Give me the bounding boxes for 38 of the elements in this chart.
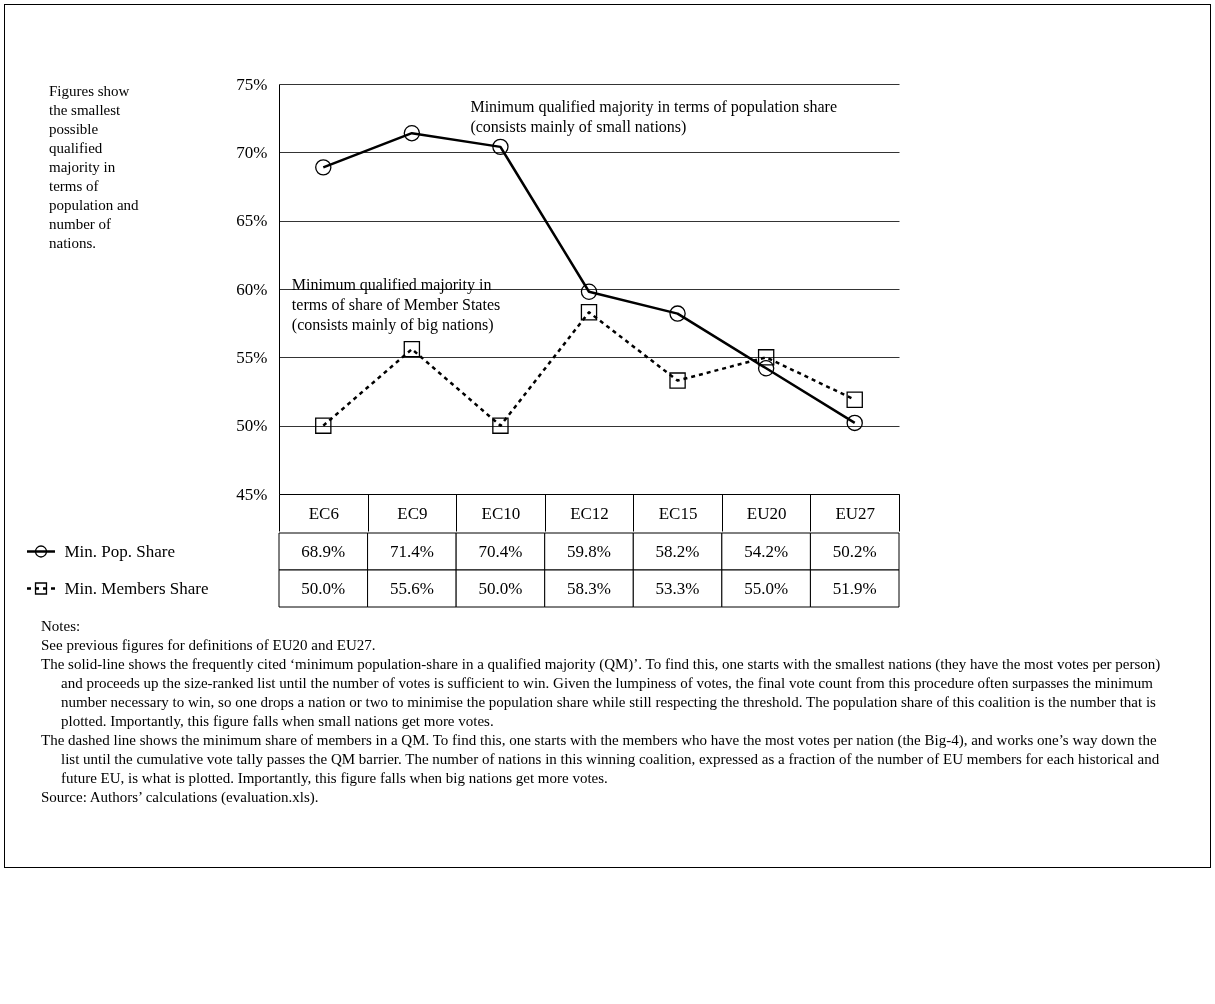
data-label: 58.3% <box>567 578 611 598</box>
text: See previous figures for definitions of EU20 and EU27. <box>41 636 377 655</box>
data-label: 50.0% <box>478 578 523 598</box>
data-label: 50.2% <box>832 541 877 561</box>
legend-label: Min. Members Share <box>64 578 209 598</box>
text: Notes: <box>41 617 82 636</box>
data-label: 68.9% <box>301 541 346 561</box>
y-tick-label: 75% <box>236 74 268 94</box>
data-label: 53.3% <box>655 578 700 598</box>
data-label: 51.9% <box>832 578 877 598</box>
data-label: 54.2% <box>744 541 789 561</box>
data-label: 55.0% <box>744 578 789 598</box>
x-tick-label: EC6 <box>308 503 339 523</box>
y-tick-label: 65% <box>236 211 268 231</box>
legend-label: Min. Pop. Share <box>64 541 175 561</box>
x-tick-label: EC15 <box>658 503 698 523</box>
y-tick-label: 55% <box>236 347 268 367</box>
text: The solid-line shows the frequently cited ‘minimum population-share in a qualified majority (QM)’. To find this, one starts with the smallest nations (they have the most votes per person) and proceeds up the size-ranked list until the number of votes is sufficient to win. Given the lumpiness of votes, the final vote count from this procedure often surpasses the minimum number necessary to win, so one drops a nation or two to minimise the population share while still respecting the threshold. The population share of this coalition is the number that is plotted. Importantly, this figure falls when small nations get more votes. <box>41 655 1162 731</box>
data-label: 70.4% <box>478 541 523 561</box>
y-tick-label: 45% <box>236 484 268 504</box>
x-tick-label: EU27 <box>835 503 876 523</box>
data-label: 71.4% <box>389 541 434 561</box>
x-tick-label: EC10 <box>481 503 521 523</box>
text: The dashed line shows the minimum share of members in a QM. To find this, one starts with the members who have the most votes per nation (the Big-4), and works one’s way down the list until the cumulative vote tally passes the QM barrier. The number of nations in this winning coalition, expressed as a fraction of the number of EU members for each historical and future EU, is what is plotted. Importantly, this figure falls when big nations get more votes. <box>41 731 1161 788</box>
y-tick-label: 60% <box>236 279 268 299</box>
data-label: 50.0% <box>301 578 346 598</box>
y-tick-label: 50% <box>236 416 268 436</box>
x-tick-label: EC9 <box>397 503 428 523</box>
data-label: 58.2% <box>655 541 700 561</box>
x-tick-label: EU20 <box>746 503 787 523</box>
y-tick-label: 70% <box>236 142 268 162</box>
source-note: Source: Authors’ calculations (evaluation.xls). <box>41 788 320 807</box>
annotation: Minimum qualified majority in terms of share of Member States (consists mainly of big nations) <box>291 276 501 335</box>
x-tick-label: EC12 <box>570 503 609 523</box>
data-label: 59.8% <box>567 541 611 561</box>
text: Figures show the smallest possible qualified majority in terms of population and number of nations. <box>49 83 139 251</box>
annotation: Minimum qualified majority in terms of population share (consists mainly of small nations) <box>470 97 838 136</box>
data-label: 55.6% <box>389 578 434 598</box>
